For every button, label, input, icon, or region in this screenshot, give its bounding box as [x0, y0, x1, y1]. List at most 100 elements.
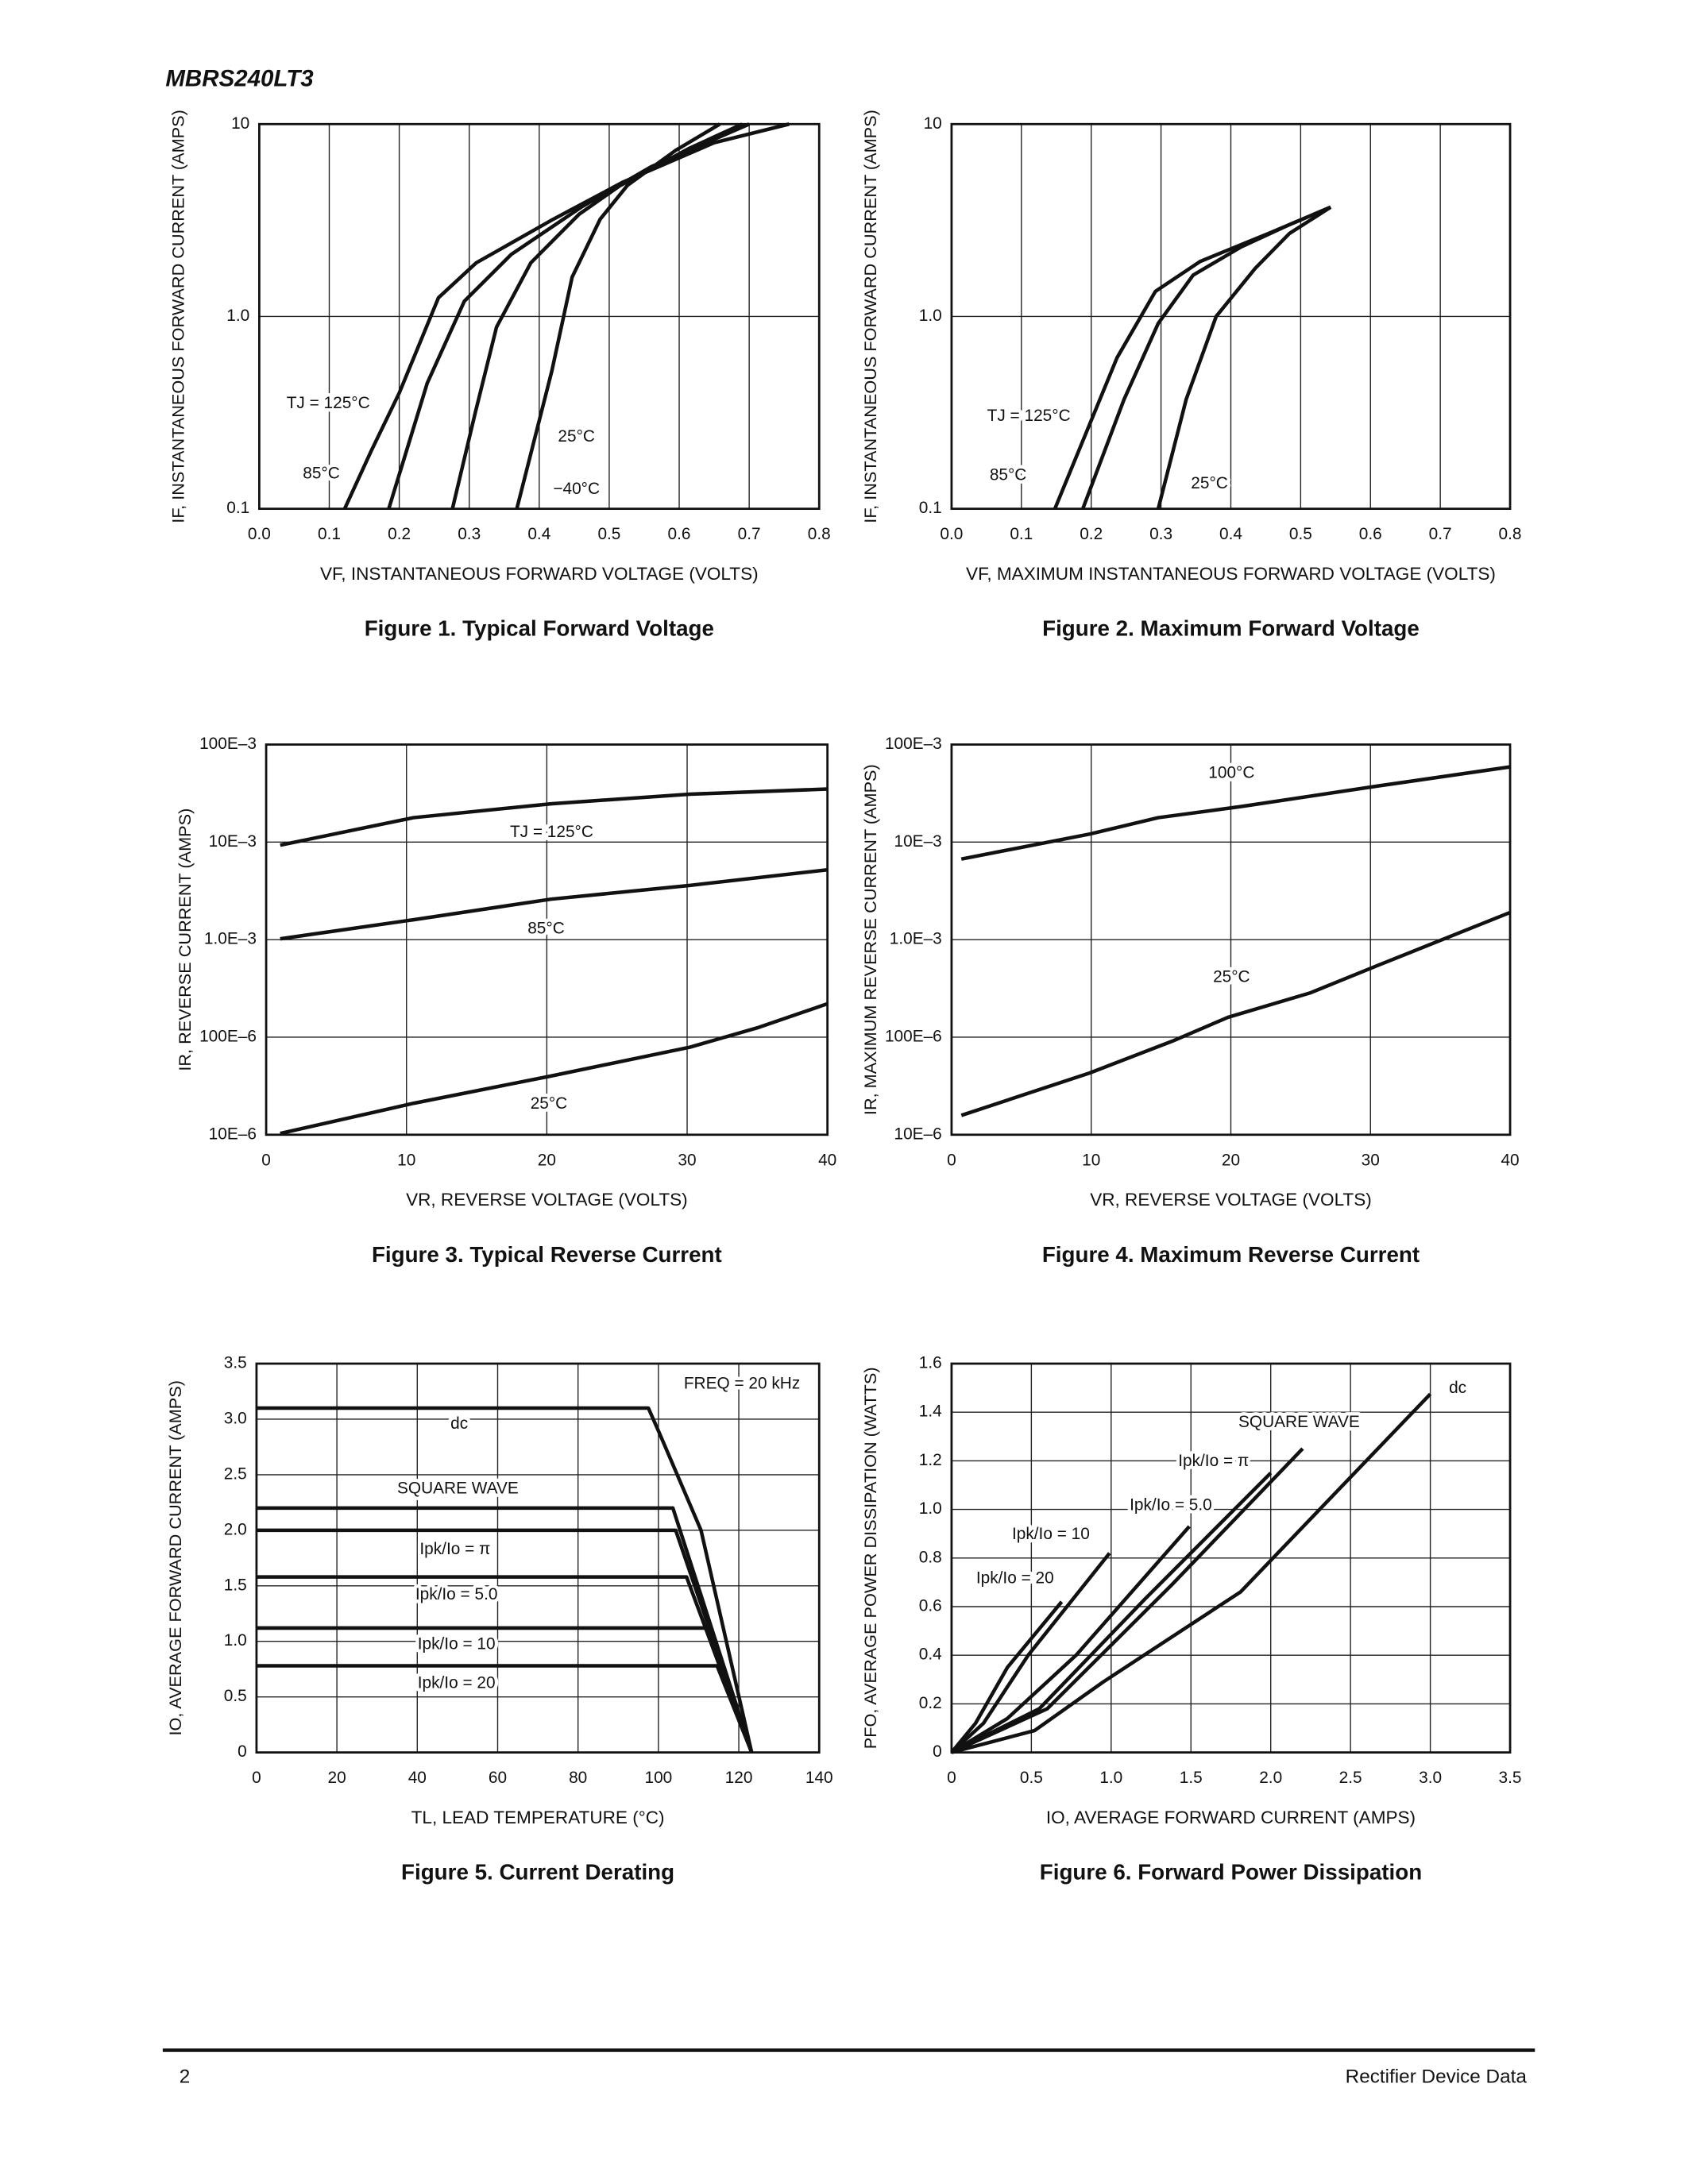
x-tick-label: 0.0 [248, 525, 271, 543]
x-tick-label: 10 [397, 1151, 415, 1169]
series-label: TJ = 125°C [510, 823, 593, 841]
series-label: Ipk/Io = 10 [418, 1635, 496, 1653]
series-label: Ipk/Io = 5.0 [1130, 1495, 1212, 1514]
y-axis-label: IR, MAXIMUM REVERSE CURRENT (AMPS) [860, 764, 880, 1115]
y-tick-label: 10E–6 [209, 1125, 257, 1143]
y-axis-label: IF, INSTANTANEOUS FORWARD CURRENT (AMPS) [168, 110, 187, 523]
x-tick-label: 0.1 [1010, 525, 1033, 543]
x-axis-label: TL, LEAD TEMPERATURE (°C) [411, 1808, 665, 1827]
y-axis-label: IF, INSTANTANEOUS FORWARD CURRENT (AMPS) [860, 110, 880, 523]
y-tick-label: 0.8 [919, 1548, 942, 1566]
series-line [450, 122, 744, 510]
y-tick-label: 1.5 [224, 1576, 247, 1594]
series-line [280, 1001, 829, 1136]
y-tick-label: 0 [933, 1742, 942, 1761]
y-tick-label: 1.0E–3 [890, 930, 942, 948]
series-line [280, 867, 828, 941]
series-line [950, 1525, 1191, 1754]
x-tick-label: 0.1 [318, 525, 341, 543]
y-tick-label: 10E–3 [209, 832, 257, 851]
x-tick-label: 40 [818, 1151, 836, 1169]
x-tick-label: 2.0 [1259, 1769, 1282, 1787]
y-tick-label: 1.6 [919, 1354, 942, 1372]
series-line [280, 787, 828, 847]
x-tick-label: 1.0 [1099, 1769, 1122, 1787]
series-label: Ipk/Io = 5.0 [415, 1585, 498, 1603]
y-tick-label: 3.5 [224, 1354, 247, 1372]
series-label: 25°C [531, 1094, 568, 1113]
x-tick-label: 80 [569, 1769, 587, 1787]
plot-frame [265, 743, 829, 1136]
series-line [960, 765, 1511, 861]
x-tick-label: 0.5 [1020, 1769, 1043, 1787]
y-tick-label: 100E–6 [199, 1027, 257, 1045]
series-label: dc [1449, 1379, 1466, 1397]
x-tick-label: 0.6 [668, 525, 691, 543]
series-label: Ipk/Io = 20 [976, 1569, 1054, 1587]
x-tick-label: 0 [947, 1769, 956, 1787]
x-axis-label: VR, REVERSE VOLTAGE (VOLTS) [1090, 1190, 1372, 1210]
series-label: 85°C [303, 465, 340, 483]
x-tick-label: 140 [805, 1769, 833, 1787]
y-tick-label: 0.2 [919, 1694, 942, 1712]
series-line [342, 122, 790, 510]
y-tick-label: 0.4 [919, 1646, 942, 1664]
series-label: 85°C [990, 465, 1027, 484]
y-tick-label: 100E–6 [885, 1027, 942, 1045]
header-title: MBRS240LT3 [165, 65, 314, 91]
series-label: Ipk/Io = π [1178, 1452, 1249, 1470]
y-tick-label: 0 [238, 1742, 247, 1761]
x-tick-label: 10 [1082, 1151, 1100, 1169]
x-tick-label: 0.3 [1149, 525, 1172, 543]
series-line [256, 1528, 754, 1754]
y-tick-label: 2.5 [224, 1464, 247, 1483]
x-tick-label: 1.5 [1180, 1769, 1203, 1787]
series-line [1156, 205, 1332, 510]
figure-caption: Figure 1. Typical Forward Voltage [365, 616, 714, 641]
series-line [951, 1392, 1432, 1754]
x-tick-label: 30 [678, 1151, 696, 1169]
figure-caption: Figure 2. Maximum Forward Voltage [1042, 616, 1420, 641]
x-tick-label: 20 [328, 1769, 346, 1787]
x-tick-label: 100 [644, 1769, 672, 1787]
x-tick-label: 120 [725, 1769, 753, 1787]
y-tick-label: 1.0 [919, 1499, 942, 1518]
y-axis-label: IR, REVERSE CURRENT (AMPS) [175, 808, 195, 1071]
x-tick-label: 20 [538, 1151, 556, 1169]
y-tick-label: 100E–3 [885, 735, 942, 753]
series-label: Ipk/Io = 20 [418, 1673, 496, 1692]
x-axis-label: IO, AVERAGE FORWARD CURRENT (AMPS) [1046, 1808, 1416, 1827]
series-label: −40°C [553, 480, 600, 498]
x-tick-label: 0.0 [940, 525, 963, 543]
x-tick-label: 0.4 [527, 525, 550, 543]
footer-text: Rectifier Device Data [1346, 2066, 1528, 2088]
series-line [950, 1600, 1064, 1754]
series-label: 25°C [1213, 967, 1250, 986]
y-tick-label: 1.0E–3 [204, 930, 257, 948]
x-axis-label: VR, REVERSE VOLTAGE (VOLTS) [406, 1190, 688, 1210]
page-number: 2 [180, 2066, 191, 2088]
series-line [515, 122, 721, 510]
x-tick-label: 3.5 [1499, 1769, 1522, 1787]
y-tick-label: 1.0 [226, 307, 249, 325]
series-line [256, 1664, 754, 1754]
x-tick-label: 3.0 [1419, 1769, 1442, 1787]
y-tick-label: 3.0 [224, 1409, 247, 1427]
series-line [256, 1406, 754, 1754]
y-tick-label: 10 [924, 114, 942, 133]
x-tick-label: 60 [489, 1769, 507, 1787]
series-line [1081, 205, 1332, 510]
y-axis-label: IO, AVERAGE FORWARD CURRENT (AMPS) [165, 1380, 185, 1735]
series-label: Ipk/Io = π [419, 1540, 490, 1558]
plot-frame [258, 122, 821, 511]
series-label: TJ = 125°C [287, 394, 370, 412]
y-tick-label: 1.4 [919, 1403, 942, 1421]
y-tick-label: 100E–3 [199, 735, 257, 753]
series-label: 100°C [1208, 763, 1254, 781]
x-tick-label: 0.2 [388, 525, 411, 543]
x-tick-label: 0.8 [808, 525, 831, 543]
x-tick-label: 0.4 [1219, 525, 1242, 543]
